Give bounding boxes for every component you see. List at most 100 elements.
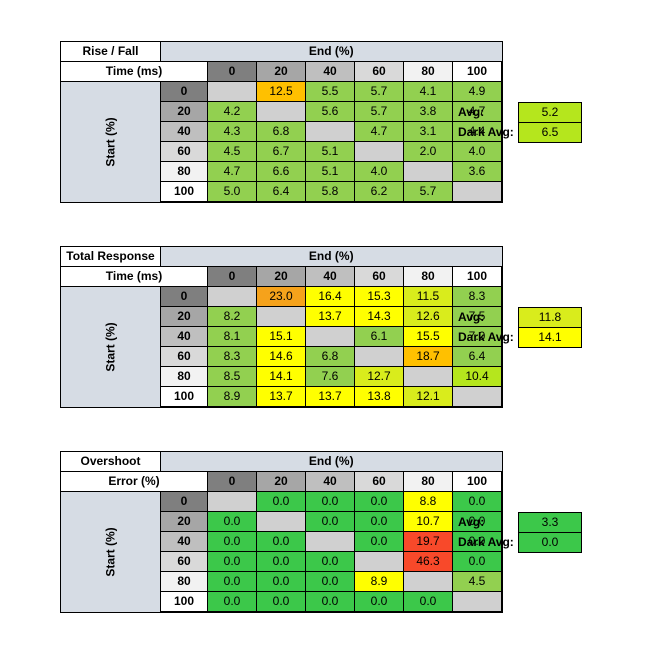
heatmap-cell: 2.0 <box>403 141 453 162</box>
avg-label: Avg: <box>458 105 485 119</box>
row-header: 60 <box>160 346 208 367</box>
heatmap-cell: 14.6 <box>256 346 306 367</box>
column-header: 0 <box>207 61 257 82</box>
heatmap-cell: 4.1 <box>403 81 453 102</box>
heatmap-cell: 4.9 <box>452 81 503 102</box>
column-header: 100 <box>452 61 503 82</box>
heatmap-cell: 0.0 <box>207 511 257 532</box>
heatmap-cell: 6.4 <box>452 346 503 367</box>
heatmap-cell: 3.1 <box>403 121 453 142</box>
table-row: 40 4.3 6.8 4.7 3.1 4.4 <box>61 121 503 142</box>
column-header: 20 <box>256 471 306 492</box>
heatmap-cell: 0.0 <box>452 511 503 532</box>
table-title-line2: Time (ms) <box>60 61 208 82</box>
column-header: 100 <box>452 471 503 492</box>
heatmap-cell <box>207 81 257 102</box>
heatmap-cell <box>354 346 404 367</box>
heatmap-cell: 4.7 <box>354 121 404 142</box>
heatmap-cell <box>452 591 503 613</box>
avg-label: Avg: <box>458 310 485 324</box>
table-row: 100 8.9 13.7 13.7 13.8 12.1 <box>61 386 503 408</box>
dark-avg-label: Dark Avg: <box>458 535 514 549</box>
heatmap-cell <box>403 571 453 592</box>
heatmap-cell <box>452 181 503 203</box>
heatmap-cell <box>403 161 453 182</box>
avg-value: 5.2 <box>518 102 582 123</box>
heatmap-cell <box>305 531 355 552</box>
heatmap-cell: 5.6 <box>305 101 355 122</box>
table-title-line2: Time (ms) <box>60 266 208 287</box>
heatmap-cell: 8.5 <box>207 366 257 387</box>
column-header: 80 <box>403 266 453 287</box>
row-header: 60 <box>160 141 208 162</box>
table-row: 100 0.0 0.0 0.0 0.0 0.0 <box>61 591 503 613</box>
heatmap-cell: 10.4 <box>452 366 503 387</box>
heatmap-cell: 15.1 <box>256 326 306 347</box>
column-header: 0 <box>207 266 257 287</box>
heatmap-cell: 6.8 <box>256 121 306 142</box>
table-title-line1: Total Response <box>60 246 161 267</box>
row-header: 0 <box>160 81 208 102</box>
row-header: 40 <box>160 121 208 142</box>
heatmap-cell: 13.8 <box>354 386 404 408</box>
start-axis-text: Start (%) <box>103 117 117 167</box>
heatmap-cell: 8.2 <box>207 306 257 327</box>
heatmap-cell <box>256 101 306 122</box>
start-axis-label: Start (%) <box>60 491 161 613</box>
row-header: 20 <box>160 101 208 122</box>
table-row: Start (%) 0 0.0 0.0 0.0 8.8 0.0 <box>60 491 503 613</box>
column-header: 40 <box>305 471 355 492</box>
heatmap-cell: 4.7 <box>452 101 503 122</box>
heatmap-cell: 8.3 <box>207 346 257 367</box>
heatmap-cell: 46.3 <box>403 551 453 572</box>
heatmap-cell: 0.0 <box>256 591 306 613</box>
heatmap-cell: 6.4 <box>256 181 306 203</box>
row-header: 100 <box>160 386 208 408</box>
heatmap-cell: 14.1 <box>256 366 306 387</box>
column-header: 60 <box>354 61 404 82</box>
table-row: 60 4.5 6.7 5.1 2.0 4.0 <box>61 141 503 162</box>
heatmap-cell: 4.0 <box>452 141 503 162</box>
column-header: 60 <box>354 471 404 492</box>
total-response-heatmap: Total Response End (%) Time (ms) 0 20 40 60 80 1… <box>60 246 503 408</box>
heatmap-cell: 16.4 <box>305 286 355 307</box>
heatmap-cell: 8.1 <box>207 326 257 347</box>
heatmap-cell: 0.0 <box>305 491 355 512</box>
heatmap-cell: 6.7 <box>256 141 306 162</box>
row-header: 100 <box>160 181 208 203</box>
heatmap-cell: 5.7 <box>403 181 453 203</box>
start-axis-text: Start (%) <box>103 527 117 577</box>
heatmap-cell: 13.7 <box>305 306 355 327</box>
heatmap-cell: 12.5 <box>256 81 306 102</box>
heatmap-cell: 0.0 <box>256 531 306 552</box>
end-axis-label: End (%) <box>160 246 503 267</box>
rise-fall-heatmap: Rise / Fall End (%) Time (ms) 0 20 40 60 80 100 S… <box>60 41 503 203</box>
heatmap-cell <box>354 141 404 162</box>
heatmap-cell: 0.0 <box>207 531 257 552</box>
heatmap-cell: 10.7 <box>403 511 453 532</box>
heatmap-cell: 8.3 <box>452 286 503 307</box>
heatmap-cell: 12.1 <box>403 386 453 408</box>
rise-fall-table: Rise / Fall End (%) Time (ms) 0 20 40 60 80 100 S… <box>60 41 503 203</box>
heatmap-cell <box>305 326 355 347</box>
row-header: 100 <box>160 591 208 613</box>
heatmap-cell <box>452 386 503 408</box>
heatmap-cell: 4.7 <box>207 161 257 182</box>
table-title-line2: Error (%) <box>60 471 208 492</box>
avg-value: 3.3 <box>518 512 582 533</box>
table-row: 100 5.0 6.4 5.8 6.2 5.7 <box>61 181 503 203</box>
start-axis-label: Start (%) <box>60 286 161 408</box>
heatmap-cell: 8.9 <box>354 571 404 592</box>
heatmap-cell: 0.0 <box>354 591 404 613</box>
row-header: 40 <box>160 326 208 347</box>
heatmap-cell: 0.0 <box>256 491 306 512</box>
heatmap-cell <box>207 491 257 512</box>
column-header: 40 <box>305 266 355 287</box>
heatmap-cell: 0.0 <box>305 551 355 572</box>
row-header: 20 <box>160 306 208 327</box>
heatmap-cell: 5.1 <box>305 141 355 162</box>
end-axis-label: End (%) <box>160 41 503 62</box>
row-header: 80 <box>160 366 208 387</box>
table-row: 80 8.5 14.1 7.6 12.7 10.4 <box>61 366 503 387</box>
heatmap-cell: 11.5 <box>403 286 453 307</box>
